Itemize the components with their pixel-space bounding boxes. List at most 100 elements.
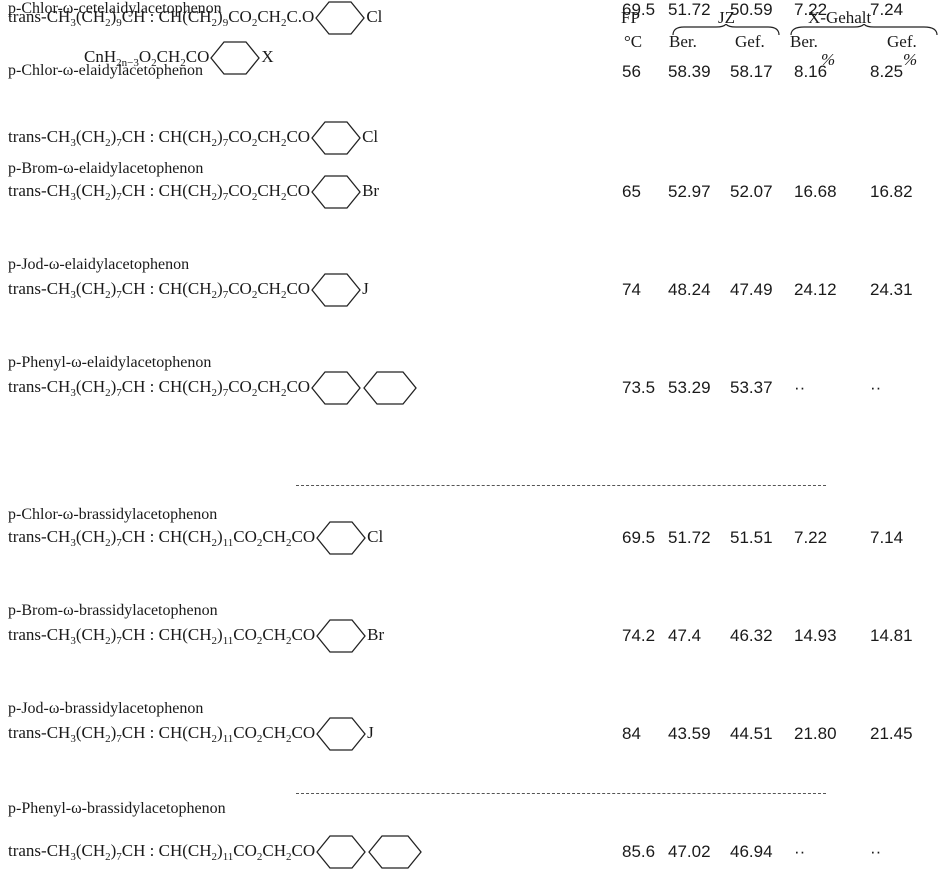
formula-substituent: X — [261, 46, 274, 66]
formula-text: CH — [156, 46, 181, 66]
formula-subscript: 2 — [256, 850, 263, 863]
value-fp: 65 — [622, 182, 641, 201]
formula-text: CH : CH(CH — [121, 624, 212, 644]
value-x-gef: 16.82 — [870, 182, 913, 201]
formula-subscript: 2 — [280, 136, 287, 149]
value-jz-ber: 53.29 — [668, 378, 711, 397]
formula-subscript: 7 — [222, 190, 229, 203]
formula-text: C.O — [286, 6, 315, 26]
benzene-ring-icon — [311, 121, 361, 155]
formula-subscript: 2 — [151, 56, 157, 69]
x-ber-header: Ber. — [790, 32, 818, 51]
formula-subscript: 3 — [70, 136, 76, 149]
formula-subscript: 7 — [116, 288, 122, 301]
value-fp: 69.5 — [622, 528, 656, 547]
formula-subscript: 7 — [222, 386, 229, 399]
formula-text: CH : CH(CH — [121, 180, 212, 200]
formula-text: (CH — [75, 526, 106, 546]
compound-name: p-Brom-ω-elaidylacetophenon — [8, 160, 204, 177]
compound-formula: trans-CH3(CH2)7CH : CH(CH2)11CO2CH2CO J — [8, 716, 374, 752]
formula-text: ) — [217, 6, 223, 26]
formula-text: CO — [286, 126, 311, 146]
formula-text: CH — [257, 6, 281, 26]
formula-text: CH — [257, 376, 281, 396]
compound-name: p-Chlor-ω-brassidylacetophenon — [8, 506, 218, 523]
compound-name: p-Phenyl-ω-elaidylacetophenon — [8, 354, 212, 371]
formula-subscript: 2 — [251, 190, 258, 203]
formula-subscript: 2 — [105, 732, 111, 745]
formula-subscript: 2 — [256, 732, 263, 745]
value-x-ber: 24.12 — [794, 280, 837, 299]
value-jz-ber: 58.39 — [668, 62, 711, 81]
formula-subscript: 3 — [70, 16, 76, 29]
formula-text: O — [138, 46, 152, 66]
formula-subscript: 7 — [222, 288, 229, 301]
formula-subscript: 2 — [256, 634, 263, 647]
section-divider — [296, 793, 826, 794]
formula-text: trans-CH — [8, 376, 71, 396]
value-fp: 74 — [622, 280, 641, 299]
formula-text: trans-CH — [8, 840, 71, 860]
formula-subscript: 2 — [211, 288, 218, 301]
formula-subscript: 2 — [280, 288, 287, 301]
formula-text: ) — [217, 840, 223, 860]
value-jz-ber: 47.4 — [668, 626, 702, 645]
section-divider — [296, 485, 826, 486]
formula-text: ) — [110, 126, 117, 146]
formula-text: CH : CH(CH — [121, 126, 212, 146]
formula-text: (CH — [75, 376, 106, 396]
value-x-ber: 8.16 — [794, 62, 828, 81]
formula-text: trans-CH — [8, 278, 71, 298]
formula-subscript: 2 — [180, 56, 186, 69]
formula-subscript: 7 — [116, 850, 122, 863]
compound-name: p-Phenyl-ω-brassidylacetophenon — [8, 800, 226, 817]
formula-text: CH : CH(CH — [121, 526, 212, 546]
formula-subscript: 2 — [211, 732, 218, 745]
value-fp: 84 — [622, 724, 641, 743]
formula-text: n — [95, 46, 104, 66]
formula-subscript: 9 — [222, 16, 229, 29]
formula-subscript: 2 — [286, 732, 292, 745]
value-fp: 56 — [622, 62, 641, 81]
jz-header: JZ — [718, 8, 735, 27]
value-fp: 74.2 — [622, 626, 656, 645]
formula-text: CH — [262, 840, 287, 860]
formula-text: CO — [291, 526, 316, 546]
compound-formula: trans-CH3(CH2)7CH : CH(CH2)7CO2CH2CO J — [8, 272, 369, 308]
formula-subscript: 2 — [280, 190, 287, 203]
formula-text: CO — [291, 840, 316, 860]
compound-formula: trans-CH3(CH2)7CH : CH(CH2)7CO2CH2CO Cl — [8, 120, 378, 156]
benzene-ring-icon — [311, 273, 361, 307]
value-x-gef: ·· — [870, 378, 882, 397]
formula-subscript: 3 — [70, 190, 76, 203]
formula-substituent: J — [362, 278, 369, 298]
value-jz-ber: 51.72 — [668, 528, 711, 547]
formula-text: CH — [257, 126, 281, 146]
formula-subscript: 2 — [105, 136, 111, 149]
formula-substituent: Cl — [367, 526, 384, 546]
formula-subscript: 2 — [251, 386, 258, 399]
formula-subscript: 2 — [211, 850, 218, 863]
formula-text: CO — [185, 46, 210, 66]
value-fp: 85.6 — [622, 842, 656, 861]
formula-text: CO — [228, 180, 252, 200]
formula-subscript: 2 — [211, 386, 218, 399]
formula-subscript: 9 — [116, 16, 122, 29]
formula-subscript: 2 — [286, 634, 292, 647]
value-jz-gef: 50.59 — [730, 0, 773, 19]
value-x-ber: 7.22 — [794, 0, 828, 19]
fp-unit-header: °C — [624, 32, 643, 51]
formula-subscript: 2 — [286, 850, 292, 863]
x-gehalt-header: X-Gehalt — [808, 8, 872, 27]
value-fp: 73.5 — [622, 378, 656, 397]
formula-text: ) — [110, 840, 117, 860]
value-jz-ber: 43.59 — [668, 724, 711, 743]
formula-subscript: 2n−3 — [116, 56, 139, 69]
formula-text: H — [103, 46, 117, 66]
value-x-gef: 7.14 — [870, 528, 904, 547]
formula-text: CO — [233, 722, 257, 742]
value-x-gef: 24.31 — [870, 280, 913, 299]
formula-subscript: 2 — [105, 288, 111, 301]
formula-text: ) — [110, 722, 117, 742]
formula-substituent: Cl — [362, 126, 379, 146]
